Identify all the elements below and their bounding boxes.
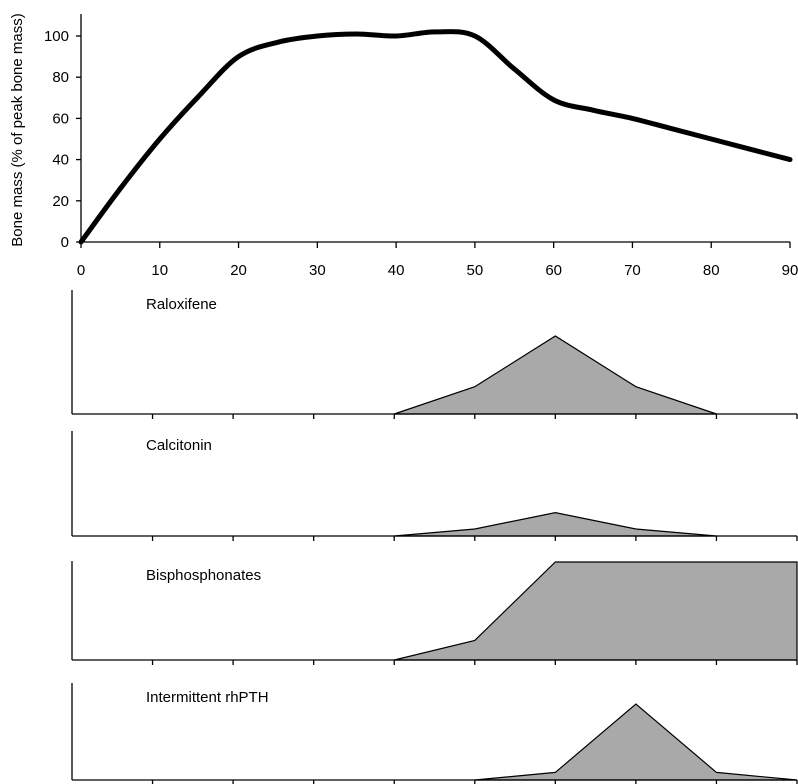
panel-raloxifene: Raloxifene <box>71 290 798 419</box>
y-tick-label: 60 <box>52 110 69 127</box>
bone-mass-line <box>78 29 793 245</box>
y-tick-label: 0 <box>61 234 69 251</box>
x-tick-label: 10 <box>151 262 168 279</box>
panel-label: Raloxifene <box>146 296 217 313</box>
x-tick-label: 70 <box>624 262 641 279</box>
x-tick-label: 40 <box>388 262 405 279</box>
x-tick-label: 30 <box>309 262 326 279</box>
y-tick-label: 40 <box>52 152 69 169</box>
panel-label: Intermittent rhPTH <box>146 689 269 706</box>
y-tick-label: 20 <box>52 193 69 210</box>
x-tick-label: 80 <box>703 262 720 279</box>
usage-area <box>474 703 798 781</box>
y-axis-title: Bone mass (% of peak bone mass) <box>9 13 26 246</box>
x-ticks: 0 10 20 30 40 50 60 70 80 90 <box>77 242 798 279</box>
panel-label: Calcitonin <box>146 437 212 454</box>
usage-area <box>394 561 798 661</box>
x-tick-label: 0 <box>77 262 85 279</box>
y-tick-label: 80 <box>52 69 69 86</box>
y-tick-label: 100 <box>44 28 69 45</box>
usage-area <box>394 335 717 415</box>
x-tick-label: 60 <box>545 262 562 279</box>
panel-bisphosphonates: Bisphosphonates <box>71 561 798 665</box>
bone-mass-chart: 0 20 40 60 80 100 0 10 20 30 40 50 60 70 80 90 Bone ma… <box>9 13 798 279</box>
y-ticks: 0 20 40 60 80 100 <box>44 28 81 251</box>
x-tick-label: 50 <box>467 262 484 279</box>
usage-area <box>394 511 717 537</box>
panel-intermittent-rhpth: Intermittent rhPTH <box>71 683 798 784</box>
drug-panels: Raloxifene Calcitonin Bisphosphonates Inter… <box>71 290 798 784</box>
x-tick-label: 20 <box>230 262 247 279</box>
x-tick-label: 90 <box>782 262 798 279</box>
panel-calcitonin: Calcitonin <box>71 431 798 541</box>
panel-label: Bisphosphonates <box>146 567 261 584</box>
